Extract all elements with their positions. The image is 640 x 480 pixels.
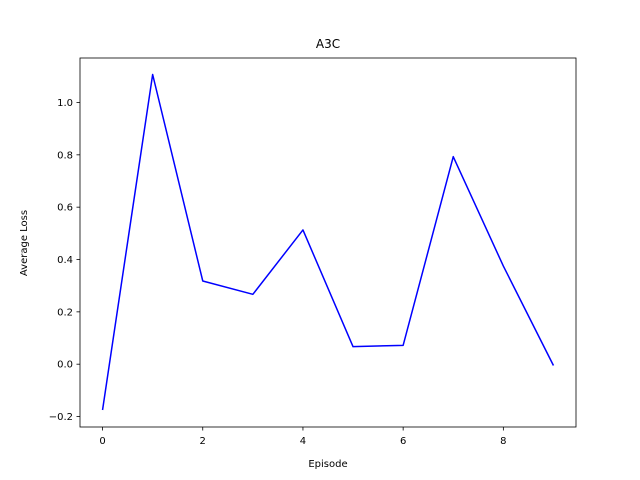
plot-area: 0 2 4 6 8 −0.2 0.0 0.2 0.4 0.6 0.8 1.0 xyxy=(49,57,577,447)
y-tick-label: 0.0 xyxy=(57,360,73,371)
x-tick-label: 8 xyxy=(500,436,506,447)
series-line-0 xyxy=(101,73,555,411)
y-tick-label: 0.2 xyxy=(57,307,73,318)
y-tick-label: 0.6 xyxy=(57,203,73,214)
y-tick-label: −0.2 xyxy=(49,412,73,423)
chart-title: A3C xyxy=(316,37,340,51)
x-axis-label: Episode xyxy=(308,459,347,470)
y-tick-label: 0.4 xyxy=(57,255,73,266)
plot-frame xyxy=(79,57,577,428)
y-tick-label: 1.0 xyxy=(57,98,73,109)
x-tick-label: 6 xyxy=(400,436,406,447)
x-tick-label: 0 xyxy=(99,436,105,447)
y-axis-label: Average Loss xyxy=(19,210,30,276)
y-tick-label: 0.8 xyxy=(57,150,73,161)
x-tick-label: 2 xyxy=(200,436,206,447)
x-tick-label: 4 xyxy=(300,436,306,447)
